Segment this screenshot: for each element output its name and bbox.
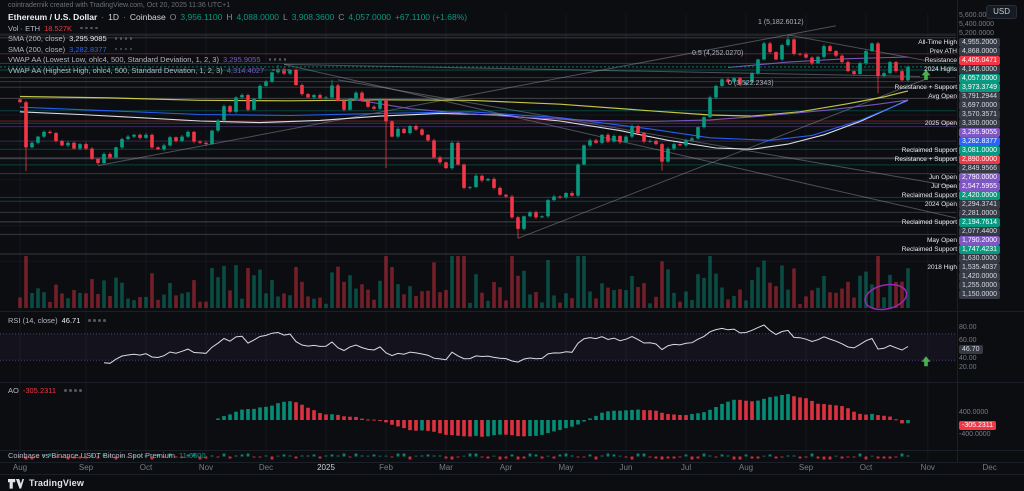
legend-controls-icon[interactable]: [114, 47, 133, 51]
indicator-legend-row[interactable]: VWAP AA (Highest High, ohlc4, 500, Stand…: [8, 66, 467, 75]
tradingview-wordmark[interactable]: TradingView: [29, 478, 85, 488]
ao-label: AO: [8, 386, 19, 395]
premium-label: Coinbase vs Binance USDT Bitcoin Spot Pr…: [8, 451, 176, 460]
symbol-legend-row[interactable]: Ethereum / U.S. Dollar · 1D · Coinbase O…: [8, 13, 467, 22]
indicator-label: SMA (200, close): [8, 44, 66, 54]
highlight-ellipse-annotation: [864, 283, 908, 311]
watermark-text: cointradernik created with TradingView.c…: [8, 2, 231, 9]
symbol-title: Ethereum / U.S. Dollar: [8, 12, 98, 22]
volume-layer: [18, 256, 910, 308]
volume-value: 18.527K: [44, 23, 73, 33]
rsi-legend-row[interactable]: RSI (14, close) 46.71: [8, 316, 106, 325]
grid-layer: [0, 14, 956, 461]
indicator-legend-row[interactable]: SMA (200, close) 3,282.8377: [8, 45, 467, 54]
up-arrow-annotation: [921, 69, 931, 80]
high-label: H: [226, 12, 233, 22]
legend-controls-icon[interactable]: [268, 58, 287, 61]
time-axis-label: Jun: [619, 463, 633, 472]
premium-legend-row[interactable]: Coinbase vs Binance USDT Bitcoin Spot Pr…: [8, 451, 206, 460]
separator: ·: [101, 12, 105, 22]
legend-controls-icon[interactable]: [114, 37, 133, 40]
indicator-legend-row[interactable]: SMA (200, close) 3,295.9085: [8, 34, 467, 43]
open-label: O: [169, 12, 177, 22]
separator: ·: [123, 12, 126, 22]
premium-value: 11.6600: [179, 451, 206, 460]
time-axis-label: Sep: [798, 463, 814, 472]
indicator-value: 3,295.9085: [69, 34, 107, 43]
time-axis-label: Apr: [499, 463, 513, 472]
low-value: 3,908.3600: [291, 12, 335, 22]
legend-controls-icon[interactable]: [80, 26, 98, 30]
indicator-value: 3,295.9055: [222, 55, 261, 64]
indicator-label: SMA (200, close): [8, 34, 66, 43]
close-label: C: [338, 12, 345, 22]
time-axis-label: Dec: [258, 463, 274, 472]
sma-white: [19, 99, 909, 150]
time-axis-label: Mar: [439, 463, 453, 472]
rsi-pane: [0, 324, 956, 364]
time-axis-label: Oct: [859, 463, 873, 472]
time-axis-label: Aug: [738, 463, 754, 472]
indicator-value: 4,314.4027: [226, 65, 265, 75]
indicator-label: VWAP AA (Highest High, ohlc4, 500, Stand…: [8, 65, 223, 75]
low-label: L: [283, 12, 288, 22]
time-axis-label: Jul: [680, 463, 692, 472]
time-axis-label: Oct: [139, 463, 153, 472]
candles-layer: [18, 34, 910, 239]
currency-toggle-button[interactable]: USD: [986, 5, 1017, 19]
time-axis-label: Nov: [920, 463, 935, 472]
tradingview-logo-icon[interactable]: [8, 477, 24, 489]
rsi-label: RSI (14, close): [8, 316, 58, 325]
sma-yellow: [19, 90, 909, 117]
legend-controls-icon[interactable]: [272, 68, 290, 72]
chart-layers[interactable]: [0, 14, 962, 461]
time-axis-label: 2025: [317, 463, 335, 472]
open-value: 3,956.1100: [180, 12, 223, 22]
indicator-legend-row[interactable]: VWAP AA (Lowest Low, ohlc4, 500, Standar…: [8, 55, 467, 64]
footer-bar: TradingView: [0, 474, 1024, 491]
rsi-value: 46.71: [61, 316, 81, 325]
sma-blue: [19, 100, 909, 141]
close-value: 4,057.0000: [348, 12, 391, 22]
vwap-purple-low: [349, 98, 909, 123]
indicator-value: 3,282.8377: [69, 44, 107, 54]
volume-label: Vol · ETH: [8, 23, 41, 33]
ao-value: -305.2311: [22, 386, 57, 395]
rsi-line: [103, 324, 909, 364]
ao-legend-row[interactable]: AO -305.2311: [8, 386, 82, 395]
high-value: 4,088.0000: [236, 12, 279, 22]
time-axis-label: Nov: [198, 463, 214, 472]
time-axis-label: Feb: [379, 463, 393, 472]
ao-histogram: [216, 394, 910, 437]
time-axis-label: Sep: [78, 463, 94, 472]
volume-legend-row[interactable]: Vol · ETH 18.527K: [8, 24, 467, 33]
time-axis-label: May: [558, 463, 574, 472]
overlay-lines-layer: [19, 56, 909, 150]
time-axis-label: Aug: [12, 463, 28, 472]
time-axis[interactable]: Aug Sep Oct Nov Dec 2025 Feb Mar Apr May Jun Jul Aug…: [0, 462, 1024, 474]
price-levels-layer: [0, 34, 956, 255]
exchange-label: Coinbase: [129, 12, 166, 22]
up-arrow-annotation: [921, 356, 931, 367]
timeframe-label[interactable]: 1D: [108, 12, 119, 22]
legend-contro​ls-icon[interactable]: [88, 319, 106, 322]
legend-controls-icon[interactable]: [64, 389, 82, 392]
change-value: +67.1100 (+1.68%): [394, 12, 468, 22]
time-axis-label: Dec: [982, 463, 997, 472]
premium-histogram: [18, 453, 910, 460]
indicator-label: VWAP AA (Lowest Low, ohlc4, 500, Standar…: [8, 55, 219, 64]
legend-panel: Ethereum / U.S. Dollar · 1D · Coinbase O…: [8, 13, 467, 75]
